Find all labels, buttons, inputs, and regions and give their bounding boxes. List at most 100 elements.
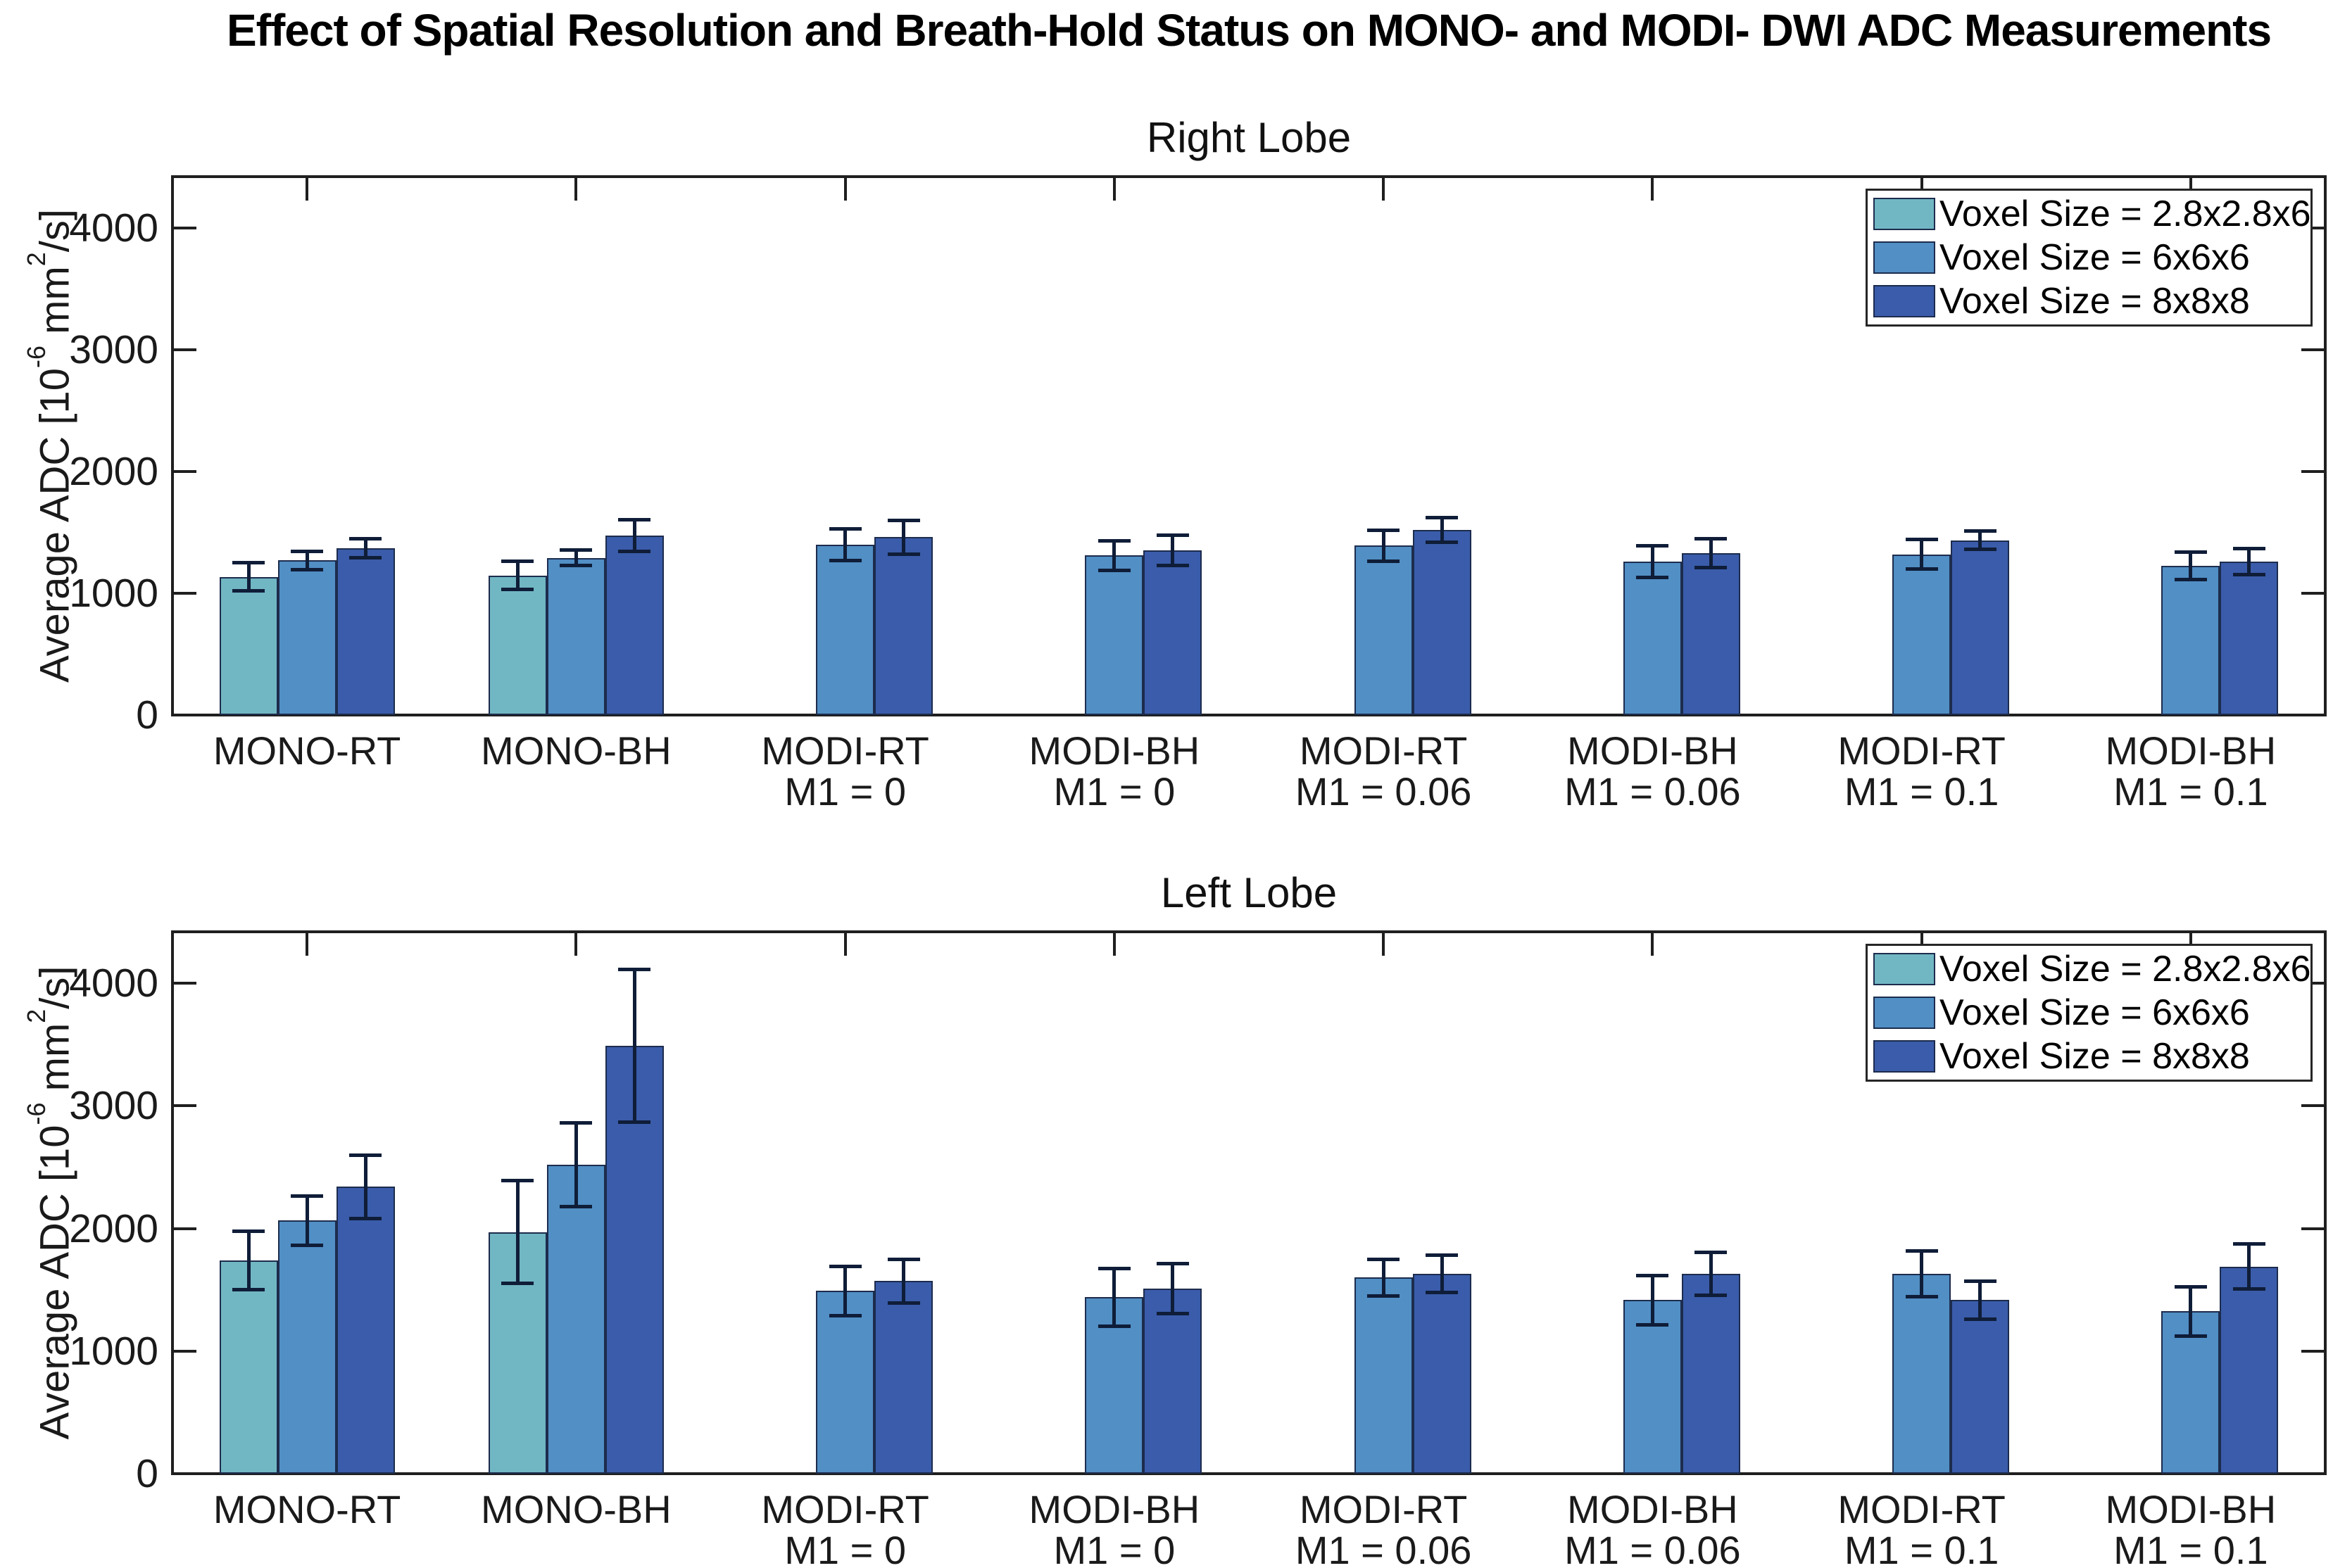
x-tick-label-line2: M1 = 0 bbox=[1053, 1528, 1176, 1568]
error-bar-line bbox=[1112, 540, 1117, 571]
error-bar-line bbox=[1440, 517, 1444, 543]
error-bar-cap-bottom bbox=[560, 1204, 593, 1208]
bar-voxel_8 bbox=[1681, 1274, 1740, 1474]
y-tick bbox=[174, 1472, 196, 1475]
y-tick-label: 3000 bbox=[69, 327, 158, 372]
x-tick-top bbox=[306, 178, 309, 201]
x-tick-label-line1: MODI-RT bbox=[761, 728, 929, 773]
error-bar-cap-bottom bbox=[829, 1313, 862, 1317]
error-bar-line bbox=[1709, 538, 1713, 568]
error-bar-cap-bottom bbox=[1636, 1322, 1669, 1327]
legend-label: Voxel Size = 6x6x6 bbox=[1939, 992, 2250, 1033]
error-bar-cap-bottom bbox=[1963, 548, 1996, 552]
y-tick-right bbox=[2301, 714, 2324, 716]
error-bar-line bbox=[515, 1180, 520, 1284]
legend-item: Voxel Size = 6x6x6 bbox=[1873, 991, 2310, 1035]
error-bar-cap-bottom bbox=[1156, 564, 1189, 568]
error-bar-line bbox=[1920, 539, 1924, 569]
bar-voxel_8 bbox=[1412, 529, 1471, 715]
error-bar-line bbox=[363, 538, 367, 558]
error-bar-cap-bottom bbox=[232, 588, 265, 593]
error-bar-cap-top bbox=[1098, 1266, 1131, 1270]
x-tick-label-line2: M1 = 0.1 bbox=[2113, 769, 2268, 814]
legend-item: Voxel Size = 2.8x2.8x6 bbox=[1873, 947, 2311, 991]
subplot-title: Left Lobe bbox=[1160, 869, 1338, 916]
x-tick-top bbox=[843, 933, 847, 956]
legend-item: Voxel Size = 8x8x8 bbox=[1873, 279, 2310, 323]
error-bar-line bbox=[246, 562, 251, 591]
bar-voxel_6 bbox=[1354, 1277, 1413, 1474]
error-bar-cap-top bbox=[2232, 1241, 2265, 1246]
error-bar-cap-top bbox=[1367, 1257, 1400, 1261]
y-tick-right bbox=[2301, 591, 2324, 595]
error-bar-line bbox=[1112, 1268, 1117, 1327]
y-tick-label: 4000 bbox=[69, 961, 158, 1006]
error-bar-cap-top bbox=[2174, 1284, 2207, 1289]
x-tick-label-line1: MODI-BH bbox=[1029, 728, 1200, 773]
error-bar-cap-bottom bbox=[1098, 568, 1131, 572]
y-axis-label: Average ADC [10-6 mm2/s] bbox=[22, 966, 78, 1440]
y-tick-right bbox=[2301, 348, 2324, 351]
legend-label: Voxel Size = 2.8x2.8x6 bbox=[1939, 194, 2311, 234]
legend-label: Voxel Size = 6x6x6 bbox=[1939, 237, 2250, 278]
bar-voxel_8 bbox=[874, 537, 933, 715]
error-bar-line bbox=[1650, 1275, 1654, 1325]
error-bar-cap-bottom bbox=[2174, 578, 2207, 582]
error-bar-line bbox=[574, 550, 578, 566]
error-bar-cap-top bbox=[1963, 529, 1996, 533]
x-tick-label-line1: MODI-RT bbox=[1837, 1487, 2006, 1531]
error-bar-cap-bottom bbox=[618, 1120, 651, 1125]
error-bar-cap-top bbox=[1963, 1279, 1996, 1283]
error-bar-line bbox=[363, 1155, 367, 1219]
y-tick bbox=[174, 226, 196, 229]
y-tick-label: 2000 bbox=[69, 448, 158, 494]
error-bar-cap-top bbox=[1098, 539, 1131, 543]
x-tick-label-line1: MODI-RT bbox=[1299, 1487, 1468, 1531]
error-bar-line bbox=[1978, 531, 1982, 550]
bar-voxel_6 bbox=[1085, 555, 1144, 715]
y-tick-label: 0 bbox=[136, 693, 158, 738]
error-bar-cap-top bbox=[349, 536, 382, 540]
legend-box: Voxel Size = 2.8x2.8x6 Voxel Size = 6x6x6… bbox=[1866, 944, 2313, 1082]
y-tick-right bbox=[2301, 469, 2324, 473]
x-tick-top bbox=[843, 178, 847, 201]
error-bar-cap-top bbox=[1426, 516, 1459, 520]
x-tick-label-line2: M1 = 0.1 bbox=[1844, 769, 1999, 814]
error-bar-cap-bottom bbox=[1963, 1317, 1996, 1321]
legend-box: Voxel Size = 2.8x2.8x6 Voxel Size = 6x6x6… bbox=[1866, 189, 2313, 327]
error-bar-cap-bottom bbox=[1426, 1290, 1459, 1294]
error-bar-line bbox=[515, 561, 520, 590]
x-tick-label-line2: M1 = 0.06 bbox=[1564, 769, 1741, 814]
x-tick-label-line1: MONO-RT bbox=[213, 728, 401, 773]
error-bar-cap-top bbox=[829, 526, 862, 531]
x-tick-top bbox=[1112, 933, 1116, 956]
y-tick bbox=[174, 1349, 196, 1353]
error-bar-cap-bottom bbox=[887, 1301, 920, 1305]
error-bar-line bbox=[2247, 1244, 2251, 1289]
error-bar-line bbox=[902, 520, 906, 555]
bar-voxel_6 bbox=[1623, 561, 1682, 715]
error-bar-cap-top bbox=[618, 517, 651, 521]
error-bar-line bbox=[246, 1231, 251, 1290]
error-bar-cap-top bbox=[560, 1121, 593, 1125]
error-bar-line bbox=[1709, 1252, 1713, 1296]
error-bar-cap-top bbox=[1905, 1249, 1938, 1253]
error-bar-cap-top bbox=[2232, 546, 2265, 550]
x-tick-top bbox=[574, 933, 578, 956]
error-bar-cap-top bbox=[2174, 550, 2207, 554]
error-bar-cap-bottom bbox=[349, 1216, 382, 1220]
error-bar-line bbox=[1920, 1251, 1924, 1297]
error-bar-cap-top bbox=[291, 549, 324, 553]
bar-voxel_6 bbox=[1354, 545, 1413, 715]
error-bar-line bbox=[1171, 1263, 1175, 1314]
bar-voxel_6 bbox=[546, 1164, 605, 1474]
bar-voxel_8 bbox=[1143, 1288, 1202, 1474]
y-tick bbox=[174, 1104, 196, 1108]
bar-voxel_8 bbox=[1143, 550, 1202, 715]
error-bar-line bbox=[1440, 1255, 1444, 1293]
subplot-title: Right Lobe bbox=[1146, 114, 1352, 161]
legend-swatch-voxel_6 bbox=[1873, 241, 1935, 274]
y-tick-label: 4000 bbox=[69, 205, 158, 251]
error-bar-line bbox=[574, 1123, 578, 1207]
bar-voxel_6 bbox=[816, 1291, 875, 1474]
